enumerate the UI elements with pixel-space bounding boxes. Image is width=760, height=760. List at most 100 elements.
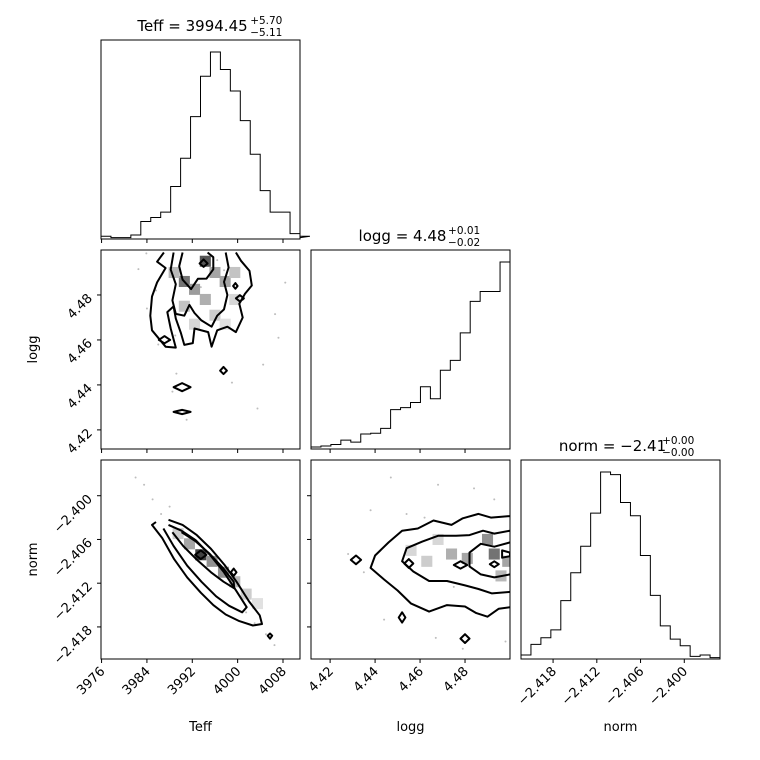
panel-frame-teff_logg — [100, 249, 301, 450]
density-pixel — [199, 293, 211, 305]
x-axis-label-teff: Teff — [188, 720, 213, 735]
y-tick-label-logg: 4.42 — [65, 426, 96, 457]
x-tick-label-norm: −2.406 — [603, 664, 648, 709]
contour-line — [157, 335, 172, 345]
y-axis-label-logg: logg — [26, 335, 41, 363]
panel-title-teff: Teff = 3994.45 — [136, 17, 247, 35]
sample-point — [253, 622, 256, 625]
x-tick-label-teff: 4008 — [256, 664, 290, 698]
sample-point — [194, 450, 196, 452]
sample-point — [264, 633, 267, 636]
sample-point — [230, 381, 233, 384]
contour-line — [349, 554, 363, 566]
sample-point — [274, 313, 277, 316]
density-pixel — [189, 318, 201, 330]
contour-line — [266, 632, 274, 640]
sample-point — [137, 268, 140, 271]
x-tick-label-teff: 3992 — [165, 664, 199, 698]
y-tick-label-logg: 4.46 — [65, 336, 96, 367]
title-error-minus-teff: −5.11 — [250, 27, 282, 39]
y-tick-label-norm: −2.406 — [51, 536, 96, 581]
x-tick-label-logg: 4.46 — [396, 664, 427, 695]
sample-point — [145, 252, 148, 255]
sample-point — [434, 636, 437, 639]
density-pixel — [172, 528, 184, 540]
panel-logg_norm — [347, 476, 510, 650]
sample-point — [461, 647, 464, 650]
sample-point — [151, 498, 154, 501]
sample-point — [245, 611, 248, 614]
contour-line — [232, 282, 239, 290]
title-error-minus-norm: −0.00 — [662, 447, 694, 459]
sample-point — [145, 307, 148, 310]
sample-point — [277, 336, 280, 339]
panel-title-norm: norm = −2.41 — [559, 437, 666, 455]
density-pixel — [206, 555, 218, 567]
panel-teff_logg — [137, 251, 287, 452]
panel-frame-norm — [520, 459, 721, 660]
density-pixel — [219, 318, 231, 330]
contour-line — [452, 560, 469, 570]
sample-point — [389, 476, 392, 479]
panel-frame-teff_norm — [100, 459, 301, 660]
density-pixel — [502, 555, 510, 567]
density-pixel — [446, 548, 458, 560]
sample-point — [175, 372, 178, 375]
sample-point — [216, 259, 219, 262]
sample-point — [143, 483, 146, 486]
contour-line — [459, 633, 471, 644]
panel-frame-logg_norm — [310, 459, 511, 660]
sample-point — [185, 418, 188, 421]
sample-point — [134, 476, 137, 479]
title-error-plus-logg: +0.01 — [448, 225, 480, 237]
contour-line — [219, 365, 228, 376]
contour-line — [172, 382, 192, 393]
sample-point — [154, 289, 157, 292]
sample-point — [174, 334, 177, 337]
sample-point — [262, 363, 265, 366]
sample-point — [157, 343, 160, 346]
contour-line — [369, 512, 510, 618]
y-tick-label-logg: 4.44 — [65, 381, 96, 412]
density-pixel — [481, 533, 494, 545]
x-axis-label-logg: logg — [396, 720, 424, 735]
x-tick-label-norm: −2.418 — [515, 664, 560, 709]
panel-teff_norm — [134, 476, 276, 647]
histogram-logg — [311, 261, 511, 448]
density-pixel — [432, 533, 444, 545]
sample-point — [273, 644, 276, 647]
density-pixel — [209, 266, 221, 279]
contour-line — [468, 541, 510, 579]
contour-line — [401, 529, 510, 595]
sample-point — [362, 571, 365, 574]
density-pixel — [183, 538, 195, 550]
density-pixel — [461, 552, 473, 564]
density-pixel — [178, 300, 190, 312]
histogram-norm — [521, 471, 720, 659]
x-tick-label-logg: 4.42 — [306, 664, 337, 695]
sample-point — [223, 269, 226, 272]
contour-line — [178, 251, 215, 291]
sample-point — [160, 512, 163, 515]
density-pixel — [209, 309, 221, 321]
sample-point — [171, 390, 174, 393]
contour-line — [194, 549, 208, 561]
contour-line — [198, 258, 209, 268]
contour-line — [501, 549, 510, 559]
panel-title-logg: logg = 4.48 — [359, 227, 447, 245]
title-error-plus-teff: +5.70 — [250, 15, 282, 27]
contour-line — [229, 567, 238, 577]
density-pixel — [405, 544, 417, 556]
y-tick-label-norm: −2.418 — [51, 623, 96, 668]
histogram-teff — [101, 51, 311, 239]
y-tick-label-logg: 4.48 — [65, 291, 96, 322]
sample-point — [168, 505, 171, 508]
y-tick-label-norm: −2.400 — [51, 492, 96, 537]
density-pixel — [229, 266, 241, 279]
sample-point — [504, 640, 507, 643]
contour-line — [171, 531, 236, 590]
contour-line — [234, 294, 245, 303]
x-tick-label-norm: −2.412 — [559, 664, 604, 709]
sample-point — [423, 516, 426, 519]
sample-point — [405, 512, 408, 515]
